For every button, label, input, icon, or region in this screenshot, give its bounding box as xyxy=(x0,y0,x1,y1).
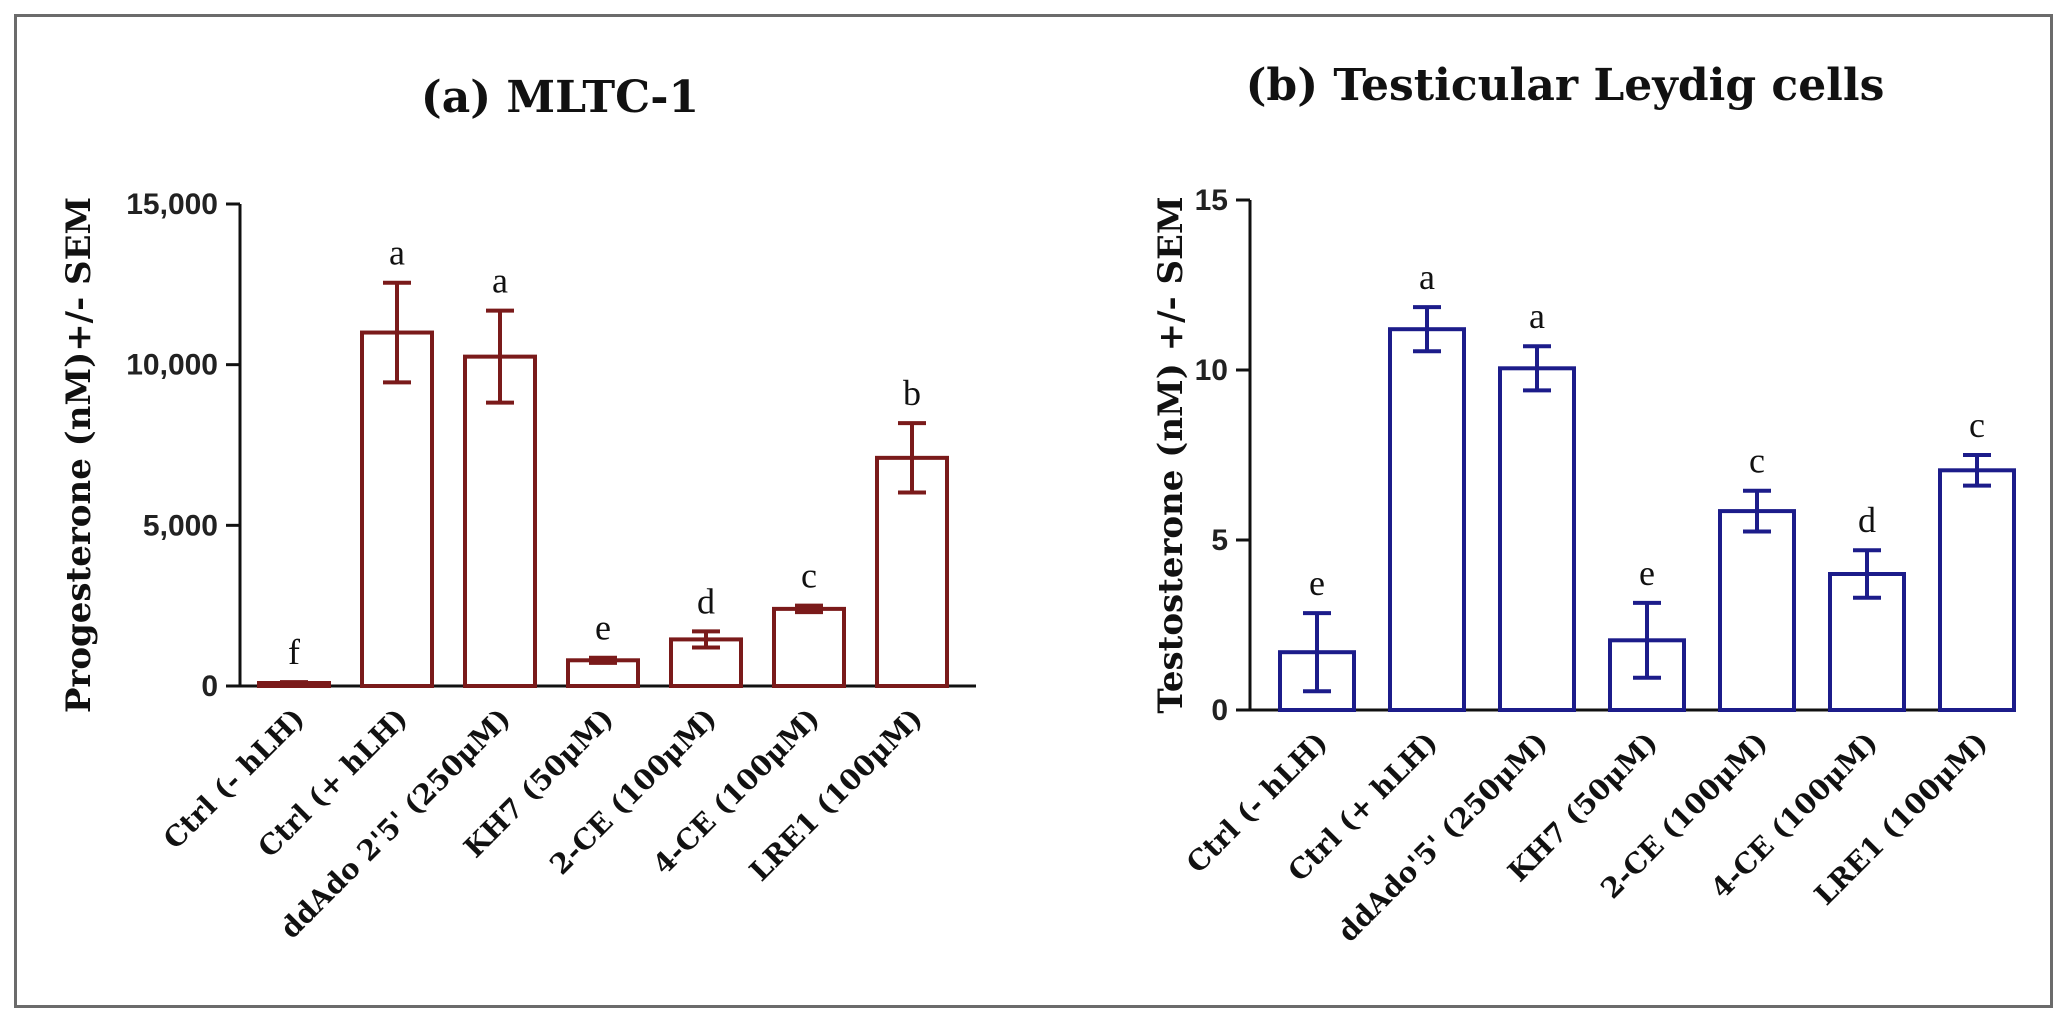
panel-a-significance-letter: a xyxy=(389,233,405,273)
panel-b-significance-letter: a xyxy=(1529,296,1545,336)
panel-b-significance-letter: d xyxy=(1858,500,1876,540)
panel-a-y-tick-label: 0 xyxy=(201,670,218,703)
panel-b-y-tick-label: 5 xyxy=(1211,524,1228,557)
panel-a-significance-letter: e xyxy=(595,608,611,648)
panel-b-bar xyxy=(1718,509,1796,712)
panel-a-significance-letter: f xyxy=(288,632,300,672)
panel-a-bar xyxy=(772,606,846,689)
panel-a-significance-letter: b xyxy=(903,373,921,413)
panel-b: (b) Testicular Leydig cells Testosterone… xyxy=(1151,60,2016,949)
panel-a-y-tick-label: 15,000 xyxy=(126,188,218,221)
panel-b-y-tick-label: 0 xyxy=(1211,694,1228,727)
panel-a-bar xyxy=(875,455,949,688)
panel-a-bar xyxy=(669,637,743,689)
panel-a-significance-letter: c xyxy=(801,556,817,596)
panel-a-bar xyxy=(360,330,434,688)
panel-a: (a) MLTC-1 Progesterone (nM)+/- SEM 0 5,0… xyxy=(59,72,976,945)
panel-b-y-tick-label: 15 xyxy=(1195,184,1228,217)
panel-a-y-axis-label: Progesterone (nM)+/- SEM xyxy=(59,197,99,713)
panel-b-bar xyxy=(1938,468,2016,712)
panel-a-title: (a) MLTC-1 xyxy=(421,72,699,123)
panel-b-category-label: ddAdo'5' (250μM) xyxy=(1331,726,1554,949)
panel-b-significance-letter: a xyxy=(1419,257,1435,297)
panel-a-y-tick-label: 10,000 xyxy=(126,349,218,382)
panel-b-y-tick-label: 10 xyxy=(1195,354,1228,387)
panel-b-bar xyxy=(1498,366,1576,712)
panel-b-significance-letter: e xyxy=(1639,553,1655,593)
panel-b-significance-letter: c xyxy=(1749,441,1765,481)
panel-a-significance-letter: d xyxy=(697,581,715,621)
panel-b-bar xyxy=(1388,327,1466,712)
panel-a-category-label: LRE1 (100μM) xyxy=(743,702,929,888)
panel-a-bar xyxy=(463,354,537,688)
figure-frame xyxy=(14,14,2053,1008)
panel-b-significance-letter: e xyxy=(1309,563,1325,603)
panel-b-title: (b) Testicular Leydig cells xyxy=(1246,60,1885,111)
panel-b-significance-letter: c xyxy=(1969,405,1985,445)
panel-a-y-tick-label: 5,000 xyxy=(143,509,218,542)
panel-a-significance-letter: a xyxy=(492,261,508,301)
panel-b-y-axis-label: Testosterone (nM) +/- SEM xyxy=(1151,196,1191,713)
